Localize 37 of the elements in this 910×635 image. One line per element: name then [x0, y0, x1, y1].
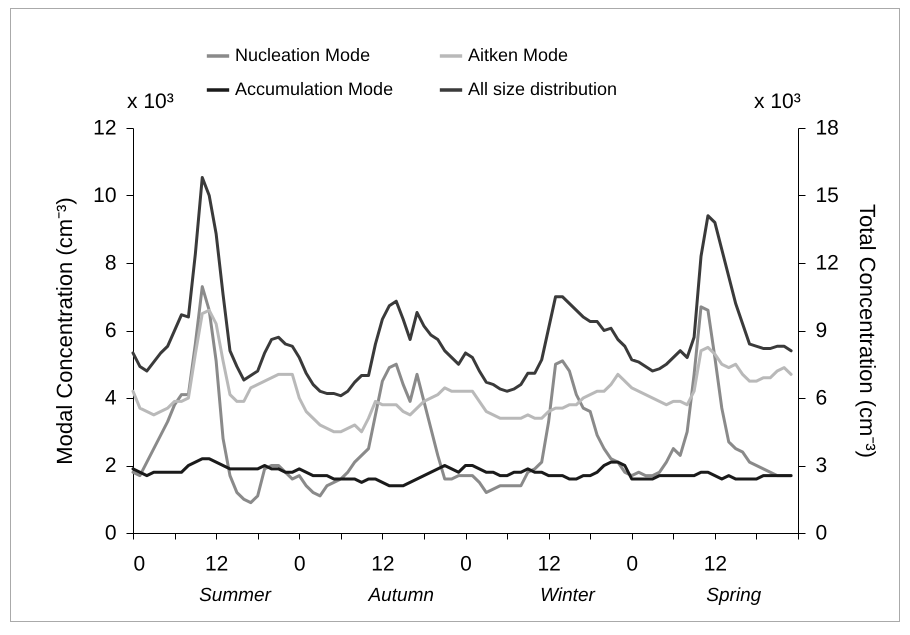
line-series [132, 457, 793, 488]
line-series [132, 176, 793, 398]
x-tick-label: 0 [460, 552, 472, 576]
y2-tick-label: 0 [816, 522, 828, 544]
y2-axis-title: Total Concentration (cm⁻³) [854, 204, 880, 458]
text: Winter [540, 585, 595, 607]
y2-tick-label: 12 [816, 252, 839, 274]
x-tick-label: 12 [704, 552, 728, 576]
text: x 10³ [754, 90, 801, 114]
y2-tick-label: 6 [816, 386, 828, 410]
legend-label: Accumulation Mode [235, 79, 394, 99]
x-tick-label: 0 [626, 552, 638, 576]
x-tick-label: 12 [204, 552, 228, 576]
legend-label: Nucleation Mode [235, 45, 370, 65]
y-tick-label: 6 [104, 319, 116, 342]
text: Summer [199, 585, 271, 607]
x-tick-label: 12 [537, 552, 561, 576]
text: Autumn [368, 585, 434, 607]
text: x 10³ [127, 90, 174, 114]
y-tick-label: 8 [104, 252, 116, 274]
y2-tick-label: 3 [816, 454, 828, 477]
y2-tick-label: 15 [816, 184, 839, 207]
x-tick-label: 0 [134, 552, 146, 576]
y-tick-label: 10 [93, 184, 116, 207]
y-tick-label: 12 [93, 116, 116, 140]
x-tick-label: 0 [294, 552, 306, 576]
legend-label: All size distribution [468, 79, 618, 99]
text: Spring [706, 585, 762, 607]
y-tick-label: 2 [104, 454, 116, 477]
y2-tick-label: 9 [816, 319, 828, 342]
y-tick-label: 4 [104, 386, 117, 410]
line-series [132, 308, 793, 434]
x-tick-label: 12 [371, 552, 395, 576]
y-tick-label: 0 [104, 522, 116, 544]
y-axis-title: Modal Concentration (cm⁻³) [52, 197, 78, 465]
y2-tick-label: 18 [816, 116, 839, 140]
legend-label: Aitken Mode [468, 45, 568, 65]
